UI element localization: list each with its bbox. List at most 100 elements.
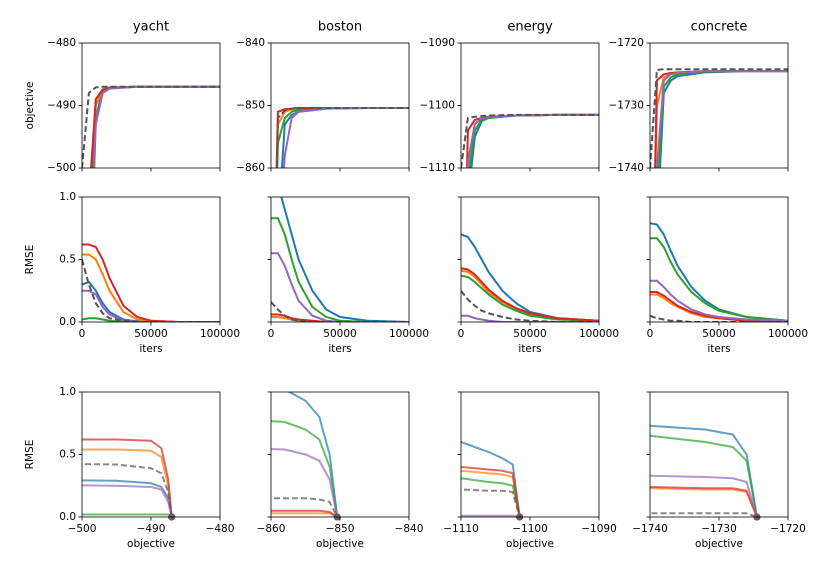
plot-area	[461, 440, 521, 517]
plot-area	[82, 438, 173, 517]
series-line	[271, 497, 339, 517]
panel-title: energy	[507, 20, 553, 35]
series-line	[82, 317, 220, 322]
series-line	[82, 243, 220, 322]
axes-frame	[81, 42, 221, 169]
axes-frame	[270, 42, 410, 169]
series-line	[650, 474, 758, 517]
series-line	[461, 290, 599, 322]
x-tick-label: −1100	[512, 523, 548, 535]
series-line	[271, 301, 409, 322]
x-tick-label: −860	[257, 523, 286, 535]
x-axis-label: objective	[695, 538, 743, 550]
y-tick-label: 0.0	[59, 511, 76, 523]
y-axis-label: RMSE	[24, 440, 36, 470]
series-line	[92, 85, 220, 168]
y-tick-label: −850	[236, 100, 265, 112]
series-line	[657, 70, 788, 168]
plot-area	[82, 85, 220, 168]
y-tick-label: −1730	[608, 100, 644, 112]
x-tick-label: −1740	[632, 523, 668, 535]
axes-frame	[649, 391, 789, 518]
x-tick-label: 50000	[702, 328, 735, 340]
plot-area	[271, 197, 409, 322]
plot-area	[275, 107, 409, 168]
panel-title: concrete	[691, 20, 748, 35]
plot-area	[650, 222, 788, 322]
x-axis-label: objective	[316, 538, 364, 550]
series-line	[275, 107, 409, 168]
series-line	[90, 85, 220, 168]
series-line	[93, 85, 220, 168]
series-line	[91, 85, 220, 168]
series-line	[650, 512, 758, 517]
series-line	[466, 113, 599, 168]
series-line	[650, 237, 788, 322]
x-axis-label: iters	[328, 343, 351, 355]
series-line	[82, 438, 173, 517]
series-line	[271, 509, 338, 517]
series-line	[271, 420, 339, 517]
y-axis-label: objective	[24, 82, 36, 130]
plot-area	[82, 243, 220, 322]
series-line	[659, 70, 788, 168]
series-line	[654, 70, 788, 168]
y-tick-label: 1.0	[59, 191, 76, 203]
x-tick-label: −840	[395, 523, 424, 535]
x-tick-label: −490	[137, 523, 166, 535]
series-line	[271, 448, 339, 517]
series-line	[287, 392, 339, 517]
series-line	[465, 113, 599, 168]
series-line	[461, 274, 599, 322]
series-line	[280, 197, 409, 322]
x-axis-label: objective	[506, 538, 554, 550]
series-line	[470, 113, 599, 168]
x-axis-label: iters	[518, 343, 541, 355]
x-tick-label: 0	[458, 328, 465, 340]
series-line	[275, 107, 409, 168]
series-line	[650, 222, 788, 322]
series-line	[271, 512, 338, 517]
series-line	[650, 279, 788, 322]
y-tick-label: −1740	[608, 162, 644, 174]
x-tick-label: −1110	[443, 523, 479, 535]
y-tick-label: −860	[236, 162, 265, 174]
y-tick-label: −490	[47, 100, 76, 112]
x-tick-label: −1730	[701, 523, 737, 535]
x-tick-label: 0	[268, 328, 275, 340]
series-line	[92, 85, 220, 168]
axes-frame	[270, 391, 410, 518]
series-line	[461, 469, 521, 517]
y-tick-label: −500	[47, 162, 76, 174]
x-tick-label: −1090	[581, 523, 617, 535]
series-line	[82, 259, 220, 322]
y-tick-label: −480	[47, 37, 76, 49]
plot-area	[650, 424, 758, 517]
series-line	[654, 70, 788, 168]
y-tick-label: −840	[236, 37, 265, 49]
series-line	[82, 484, 173, 517]
x-tick-label: 0	[647, 328, 654, 340]
panel-title: yacht	[133, 20, 169, 35]
series-line	[461, 488, 521, 517]
series-line	[650, 68, 788, 168]
series-line	[461, 267, 599, 322]
x-tick-label: 0	[79, 328, 86, 340]
y-tick-label: −1100	[419, 100, 455, 112]
series-line	[461, 314, 599, 322]
x-axis-label: iters	[707, 343, 730, 355]
series-line	[650, 434, 758, 517]
plot-area	[271, 392, 339, 517]
y-tick-label: 0.5	[59, 254, 76, 266]
y-tick-label: 0.5	[59, 449, 76, 461]
series-line	[468, 113, 599, 168]
x-tick-label: 50000	[513, 328, 546, 340]
y-tick-label: −1110	[419, 162, 455, 174]
series-line	[461, 440, 521, 517]
y-tick-label: 1.0	[59, 386, 76, 398]
series-line	[82, 85, 220, 168]
series-line	[82, 463, 173, 517]
series-line	[271, 252, 409, 322]
series-line	[282, 107, 409, 168]
